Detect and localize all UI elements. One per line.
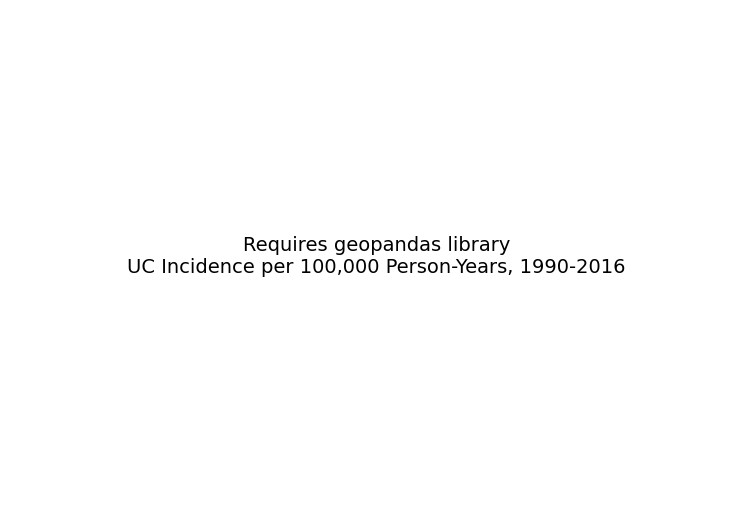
Text: Requires geopandas library
UC Incidence per 100,000 Person-Years, 1990-2016: Requires geopandas library UC Incidence … [127, 236, 626, 276]
